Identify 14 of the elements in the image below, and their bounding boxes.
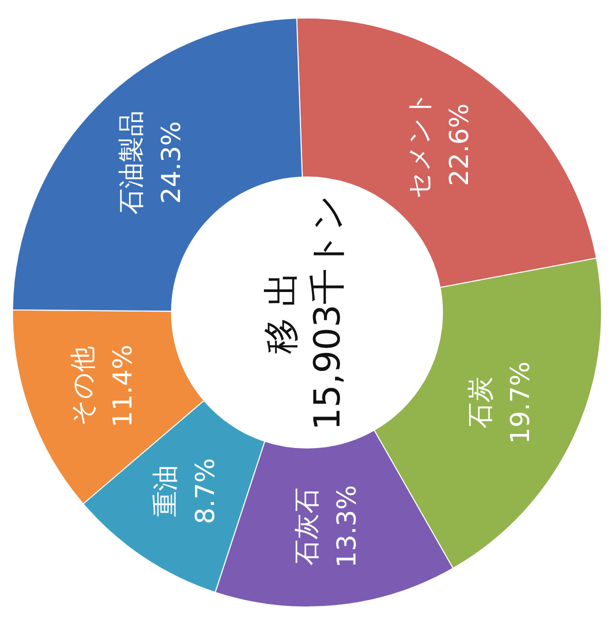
text: 移 出 (261, 270, 302, 354)
slice-label: 石灰石 (292, 487, 322, 566)
data-label: 19.7% (506, 361, 536, 444)
data-label: 8.7% (191, 458, 222, 524)
data-label: 24.3% (156, 121, 187, 204)
slice-label: セメント (405, 90, 436, 199)
data-label: 11.4% (108, 344, 139, 428)
slice-label: 重油 (151, 465, 182, 518)
slice-label: 石油製品 (116, 110, 147, 214)
text: 15,903千トン (307, 194, 348, 430)
slice-label: その他 (68, 346, 99, 426)
slice-label: 石炭 (466, 376, 496, 429)
data-label: 13.3% (332, 485, 362, 568)
data-label: 22.6% (445, 103, 476, 186)
